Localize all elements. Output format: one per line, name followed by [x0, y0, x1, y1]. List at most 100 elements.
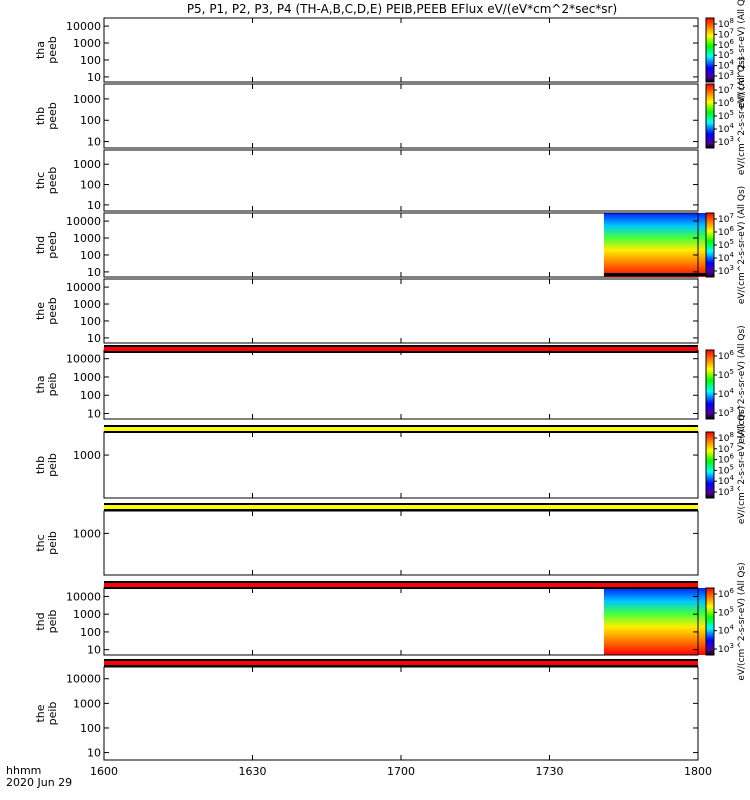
panel-label-product: peeb: [46, 167, 59, 195]
colorbar-unit-label: eV/(cm^2-s-sr-eV) (All Qs): [737, 186, 747, 304]
y-tick-label: 10: [87, 71, 101, 84]
panel-label-product: peeb: [46, 36, 59, 64]
chart-title: P5, P1, P2, P3, P4 (TH-A,B,C,D,E) PEIB,P…: [187, 2, 617, 16]
colorbar-tick-label: 105: [718, 109, 734, 122]
panel-frame: [103, 349, 699, 420]
y-tick-label: 100: [80, 389, 101, 402]
y-tick-label: 100: [80, 626, 101, 639]
colorbar-tick-label: 103: [718, 135, 734, 148]
colorbar-tick-label: 106: [718, 225, 734, 238]
status-bar: [104, 427, 698, 431]
x-tick-label: 1700: [387, 765, 415, 778]
spectrogram-block: [603, 213, 713, 277]
panel-label-probe: thd: [34, 236, 47, 254]
status-bar: [104, 583, 698, 587]
panel-label-probe: thd: [34, 612, 47, 630]
y-tick-label: 1000: [73, 371, 101, 384]
panel-label-product: peeb: [46, 297, 59, 325]
panel-label-probe: tha: [34, 375, 47, 393]
colorbar-unit-label: eV/(cm^2-s-sr-eV) (All Qs): [737, 562, 747, 680]
x-axis-date: 2020 Jun 29: [6, 776, 72, 789]
panel-label-probe: thc: [34, 172, 47, 189]
y-tick-label: 1000: [73, 37, 101, 50]
x-axis: 1600 1630 1700 1730 1800: [90, 18, 712, 778]
colorbar-thd-peib: 103 104 105 106 eV/(cm^2-s-sr-eV) (All Qs): [705, 562, 747, 681]
x-tick-label: 1630: [239, 765, 267, 778]
panel-label-probe: thc: [34, 534, 47, 551]
colorbar-strip: [705, 212, 715, 278]
panel-frame: [103, 83, 699, 149]
y-tick-label: 1000: [73, 697, 101, 710]
y-tick-label: 10: [87, 266, 101, 279]
y-tick-label: 10000: [66, 20, 101, 33]
panel-the-peeb: 10 100 1000 10000 the peeb: [34, 278, 699, 345]
y-tick-label: 10000: [66, 215, 101, 228]
panel-label-probe: thb: [34, 107, 47, 125]
panel-frame: [103, 510, 699, 576]
panel-label-product: peib: [46, 373, 59, 397]
panel-frame: [103, 17, 699, 83]
colorbar-tick-label: 105: [718, 605, 734, 618]
colorbar-tick-label: 103: [718, 406, 734, 419]
y-tick-label: 100: [80, 722, 101, 735]
y-tick-label: 10000: [66, 281, 101, 294]
colorbar-strip: [705, 83, 715, 149]
x-tick-label: 1800: [684, 765, 712, 778]
colorbar-tick-label: 106: [718, 349, 734, 362]
colorbar-tick-label: 104: [718, 387, 734, 400]
status-bar: [104, 505, 698, 509]
panel-label-probe: tha: [34, 41, 47, 59]
panel-label-product: peib: [46, 453, 59, 477]
panel-label-product: peib: [46, 610, 59, 634]
panel-thb-peeb: 10 100 1000 thb peeb: [34, 83, 699, 149]
panel-frame: [103, 431, 699, 499]
y-tick-label: 10000: [66, 673, 101, 686]
colorbar-unit-label: eV/(cm^2-s-sr-eV) (All Qs): [737, 406, 747, 524]
y-tick-label: 1000: [73, 298, 101, 311]
y-tick-label: 10: [87, 644, 101, 657]
status-bars-group: [104, 345, 698, 667]
x-tick-label: 1730: [536, 765, 564, 778]
colorbar-tick-label: 107: [718, 83, 734, 96]
y-tick-label: 100: [80, 315, 101, 328]
y-tick-label: 1000: [73, 449, 101, 462]
panel-thc-peeb: 10 100 1000 thc peeb: [34, 149, 699, 212]
colorbar-tick-label: 104: [718, 624, 734, 637]
colorbar-tick-label: 107: [718, 212, 734, 225]
panel-label-probe: the: [34, 704, 47, 722]
y-tick-label: 1000: [73, 232, 101, 245]
panel-label-product: peeb: [46, 102, 59, 130]
y-tick-label: 100: [80, 114, 101, 127]
y-tick-label: 10: [87, 747, 101, 760]
status-bar: [104, 661, 698, 665]
colorbar-tick-label: 103: [718, 642, 734, 655]
colorbar-unit-label: eV/(cm^2-s-sr-eV) (All Qs): [737, 57, 747, 175]
data-underline: [603, 273, 713, 276]
y-tick-label: 10: [87, 199, 101, 212]
panel-label-product: peib: [46, 531, 59, 555]
colorbar-strip: [705, 349, 715, 420]
panel-the-peib: 10 100 1000 10000 the peib: [34, 666, 699, 761]
panel-thc-peib: 1000 thc peib: [34, 510, 699, 576]
status-bar: [104, 347, 698, 351]
y-tick-label: 1000: [73, 158, 101, 171]
colorbar-unit-label: eV/(cm^2-s-sr-eV) (All Qs): [737, 0, 747, 109]
y-tick-label: 100: [80, 54, 101, 67]
panel-frame: [103, 666, 699, 761]
y-tick-label: 1000: [73, 93, 101, 106]
panel-label-product: peib: [46, 702, 59, 726]
x-axis-label: hhmm: [6, 764, 41, 777]
y-tick-label: 10: [87, 136, 101, 149]
colorbar-tick-label: 106: [718, 96, 734, 109]
panel-label-probe: the: [34, 302, 47, 320]
panel-tha-peeb: 10 100 1000 10000 tha peeb: [34, 17, 699, 84]
panel-frame: [103, 278, 699, 344]
colorbar-strip: [705, 17, 715, 83]
spectrogram-block: [603, 588, 713, 655]
